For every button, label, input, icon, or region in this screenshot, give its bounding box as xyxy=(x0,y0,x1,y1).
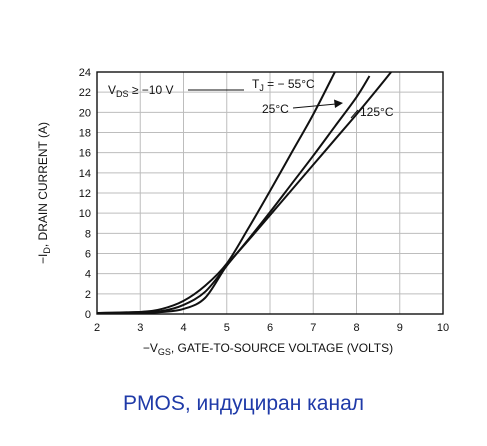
y-tick-label: 8 xyxy=(85,228,91,240)
figure-caption: PMOS, индуциран канал xyxy=(123,392,364,415)
y-tick-label: 14 xyxy=(79,168,91,180)
x-tick-label: 3 xyxy=(137,322,143,334)
x-tick-label: 5 xyxy=(224,322,230,334)
series-label-25: 25°C xyxy=(262,102,289,116)
y-tick-label: 22 xyxy=(79,87,91,99)
series-label-minus55: TJ = − 55°C xyxy=(252,77,315,93)
y-tick-label: 16 xyxy=(79,148,91,160)
y-tick-label: 12 xyxy=(79,188,91,200)
y-tick-label: 6 xyxy=(85,249,91,261)
x-tick-label: 4 xyxy=(180,322,186,334)
series-lines xyxy=(97,72,392,314)
x-tick-labels: 2 3 4 5 6 7 8 9 10 xyxy=(94,322,449,334)
y-tick-label: 4 xyxy=(85,269,91,281)
x-tick-label: 2 xyxy=(94,322,100,334)
y-tick-label: 10 xyxy=(79,208,91,220)
x-axis-label: −VGS, GATE-TO-SOURCE VOLTAGE (VOLTS) xyxy=(143,341,393,357)
series-label-125: 125°C xyxy=(360,105,394,119)
series-arrow-25 xyxy=(334,99,343,108)
y-tick-label: 24 xyxy=(79,67,91,79)
series-leader-25 xyxy=(292,103,337,109)
y-axis-label: −ID, DRAIN CURRENT (A) xyxy=(36,122,52,264)
vds-condition-label: VDS ≥ −10 V xyxy=(108,83,173,99)
x-tick-label: 10 xyxy=(437,322,449,334)
x-tick-label: 7 xyxy=(310,322,316,334)
y-tick-label: 2 xyxy=(85,289,91,301)
y-tick-label: 0 xyxy=(85,309,91,321)
series-leader-125 xyxy=(350,109,359,119)
y-tick-label: 20 xyxy=(79,107,91,119)
x-tick-label: 6 xyxy=(267,322,273,334)
y-tick-label: 18 xyxy=(79,128,91,140)
x-tick-label: 8 xyxy=(353,322,359,334)
plot-frame xyxy=(96,71,444,315)
series-line-2 xyxy=(97,72,392,314)
series-line-1 xyxy=(97,75,371,314)
x-tick-label: 9 xyxy=(397,322,403,334)
series-line-0 xyxy=(97,72,336,314)
